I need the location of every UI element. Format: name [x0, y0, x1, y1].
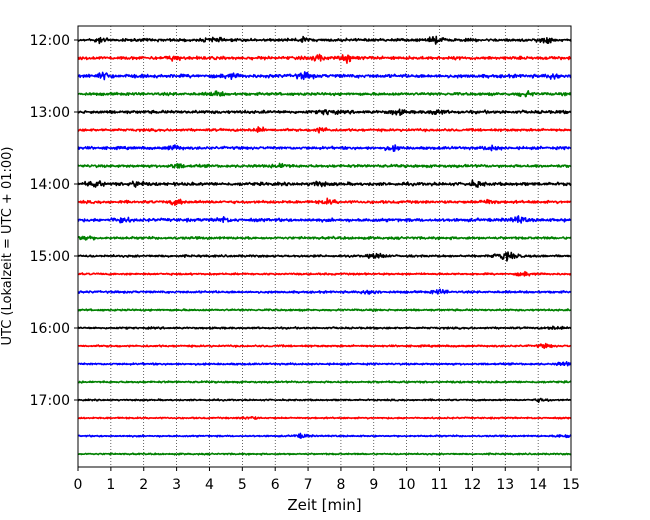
x-axis-label: Zeit [min]	[287, 496, 361, 514]
x-tick-label: 9	[369, 477, 378, 493]
x-tick-label: 4	[205, 477, 214, 493]
trace-line	[77, 251, 572, 262]
x-tick-label: 1	[106, 477, 115, 493]
x-tick-label: 6	[271, 477, 280, 493]
y-axis: 12:00 13:00 14:00 15:00 16:00 17:00	[30, 33, 78, 409]
x-tick-label: 7	[304, 477, 313, 493]
y-axis-label: UTC (Lokalzeit = UTC + 01:00)	[0, 147, 15, 346]
x-tick-label: 12	[463, 477, 481, 493]
y-tick-label: 12:00	[30, 33, 70, 49]
trace-line	[77, 53, 572, 64]
trace-line	[77, 197, 572, 206]
trace-line	[77, 90, 572, 98]
trace-line	[77, 144, 572, 152]
trace-line	[77, 35, 572, 45]
trace-line	[77, 162, 572, 169]
trace-line	[77, 325, 572, 330]
x-tick-label: 2	[139, 477, 148, 493]
trace-line	[77, 342, 572, 350]
trace-line	[77, 270, 572, 277]
trace-line	[77, 179, 572, 188]
trace-line	[77, 361, 572, 367]
trace-line	[77, 308, 572, 312]
y-tick-label: 15:00	[30, 249, 70, 265]
x-axis: 0 1 2 3 4 5 6 7 8 9 10 11 12 13 14 15	[74, 467, 580, 493]
trace-line	[77, 108, 572, 117]
x-tick-label: 0	[74, 477, 83, 493]
x-tick-label: 8	[336, 477, 345, 493]
trace-line	[77, 416, 572, 420]
y-tick-label: 13:00	[30, 105, 70, 121]
x-tick-label: 15	[562, 477, 580, 493]
trace-line	[77, 452, 572, 456]
trace-line	[77, 380, 572, 384]
x-tick-label: 3	[172, 477, 181, 493]
trace-lines	[77, 35, 572, 456]
x-tick-label: 11	[431, 477, 449, 493]
y-tick-label: 14:00	[30, 177, 70, 193]
x-tick-label: 14	[529, 477, 547, 493]
trace-line	[77, 288, 572, 295]
trace-line	[77, 215, 572, 224]
y-tick-label: 17:00	[30, 393, 70, 409]
trace-line	[77, 397, 572, 403]
trace-line	[77, 126, 572, 134]
x-tick-label: 10	[398, 477, 416, 493]
y-tick-label: 16:00	[30, 321, 70, 337]
trace-line	[77, 71, 572, 81]
x-tick-label: 13	[496, 477, 514, 493]
trace-line	[77, 432, 572, 440]
plot-frame	[77, 25, 572, 468]
trace-line	[77, 235, 572, 241]
x-tick-label: 5	[238, 477, 247, 493]
